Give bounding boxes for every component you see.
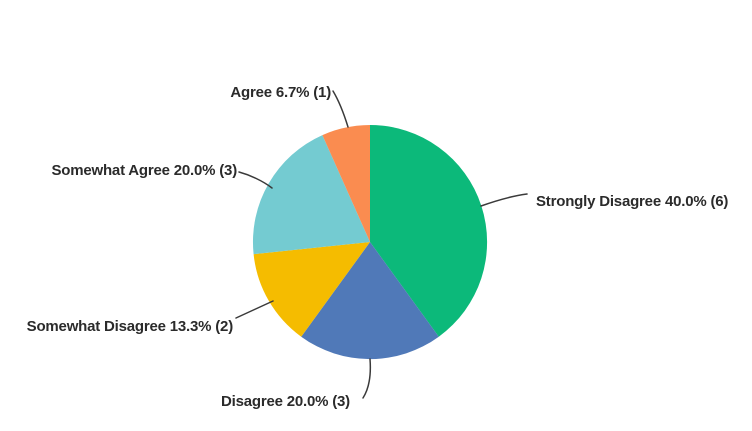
leader-line-strongly-disagree xyxy=(480,193,528,207)
slice-label-agree: Agree 6.7% (1) xyxy=(230,84,331,101)
slice-label-disagree: Disagree 20.0% (3) xyxy=(221,393,350,410)
slice-label-somewhat-agree: Somewhat Agree 20.0% (3) xyxy=(51,162,237,179)
slice-label-somewhat-disagree: Somewhat Disagree 13.3% (2) xyxy=(26,318,234,335)
leader-lines xyxy=(235,90,528,399)
pie-slice-somewhat-disagree xyxy=(253,242,370,337)
slice-label-strongly-disagree: Strongly Disagree 40.0% (6) xyxy=(536,193,729,210)
leader-line-agree xyxy=(332,90,349,128)
leader-line-somewhat-disagree xyxy=(235,300,274,319)
pie-slices xyxy=(252,124,488,360)
pie-slice-agree xyxy=(322,124,370,242)
pie-slice-strongly-disagree xyxy=(370,124,488,337)
leader-line-somewhat-agree xyxy=(238,171,273,189)
leader-line-disagree xyxy=(362,358,372,399)
pie-slice-somewhat-agree xyxy=(252,135,370,255)
pie-slice-disagree xyxy=(301,242,439,360)
